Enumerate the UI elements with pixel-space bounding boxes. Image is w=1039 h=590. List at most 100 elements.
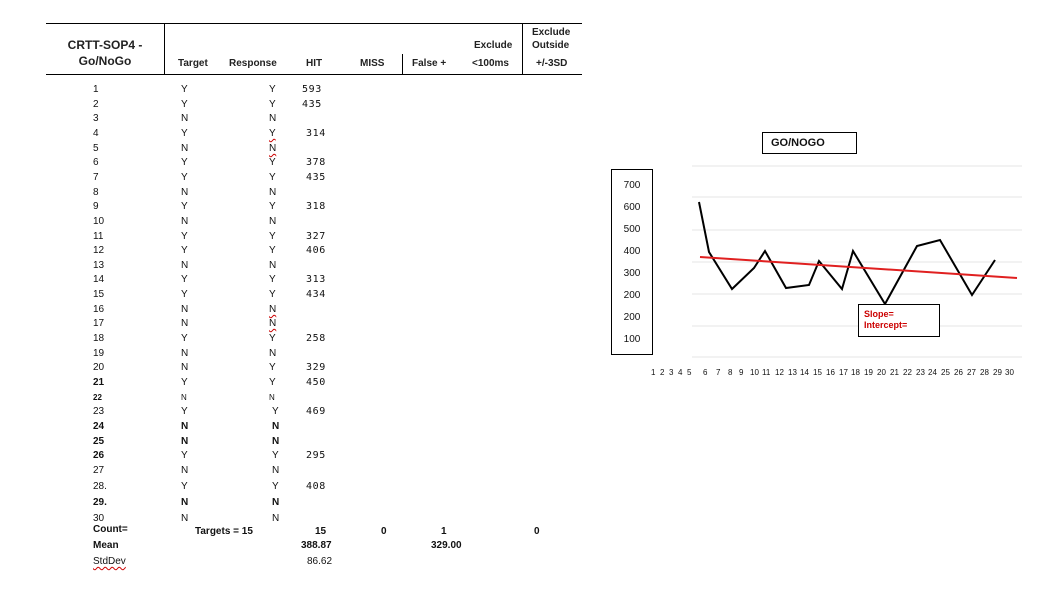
chart-title-box: GO/NOGO: [762, 132, 857, 154]
trial-hit-rt: 318: [306, 201, 326, 212]
trial-hit-rt: 258: [306, 333, 326, 344]
x-axis-tick-label: 23: [916, 368, 925, 377]
trial-target: N: [181, 304, 189, 315]
trial-response: Y: [272, 450, 279, 461]
trial-hit-rt: 329: [306, 362, 326, 373]
trial-number: 13: [93, 260, 105, 271]
col-header-exclude-sd-line3: +/-3SD: [536, 58, 568, 69]
trial-target: N: [181, 143, 189, 154]
trial-response: Y: [269, 333, 276, 344]
x-axis-tick-label: 11: [762, 368, 771, 377]
trial-response: N: [269, 318, 277, 329]
trial-response: Y: [269, 362, 276, 373]
trial-response: N: [269, 260, 277, 271]
stddev-hit: 86.62: [307, 556, 333, 567]
x-axis-tick-label: 14: [800, 368, 809, 377]
trial-target: Y: [181, 245, 188, 256]
trial-target: N: [181, 318, 189, 329]
trial-number: 4: [93, 128, 99, 139]
trial-hit-rt: 434: [306, 289, 326, 300]
targets-count: Targets = 15: [195, 526, 253, 537]
regression-info-box: Slope= Intercept=: [858, 304, 940, 337]
x-axis-tick-label: 8: [728, 368, 733, 377]
trial-number: 15: [93, 289, 105, 300]
x-axis-tick-label: 9: [739, 368, 744, 377]
trial-response: N: [269, 113, 277, 124]
trial-number: 1: [93, 84, 99, 95]
y-axis-tick-label: 300: [623, 268, 641, 279]
trial-response: Y: [269, 245, 276, 256]
trial-hit-rt: 313: [306, 274, 326, 285]
trial-hit-rt: 327: [306, 231, 326, 242]
trial-response: N: [269, 187, 277, 198]
trial-hit-rt: 435: [306, 172, 326, 183]
trial-response: Y: [269, 289, 276, 300]
y-axis-tick-label: 100: [623, 334, 641, 345]
trial-target: Y: [181, 99, 188, 110]
x-axis-tick-label: 1: [651, 368, 656, 377]
trial-target: Y: [181, 172, 188, 183]
trial-hit-rt: 314: [306, 128, 326, 139]
x-axis-tick-label: 4: [678, 368, 683, 377]
x-axis-tick-label: 15: [813, 368, 822, 377]
trial-target: Y: [181, 333, 188, 344]
x-axis-tick-label: 17: [839, 368, 848, 377]
trial-target: N: [181, 362, 189, 373]
trial-number: 11: [93, 231, 104, 242]
col-header-exclude-sd-line2: Outside: [532, 40, 570, 51]
trial-number: 23: [93, 406, 105, 417]
trial-response: Y: [272, 481, 279, 492]
col-header-exclude-fast-line1: Exclude: [474, 40, 513, 51]
y-axis-label-box: 700 600 500 400 300 200 200 100: [611, 169, 653, 355]
x-axis-tick-label: 10: [750, 368, 759, 377]
x-axis-tick-label: 7: [716, 368, 721, 377]
trial-number: 10: [93, 216, 105, 227]
count-label: Count=: [93, 524, 128, 535]
trial-hit-rt: 378: [306, 157, 326, 168]
trial-number: 19: [93, 348, 105, 359]
x-axis-tick-label: 21: [890, 368, 899, 377]
trial-target: N: [181, 260, 189, 271]
x-axis-tick-label: 22: [903, 368, 912, 377]
trial-number: 7: [93, 172, 99, 183]
trial-number: 25: [93, 436, 105, 447]
mean-label: Mean: [93, 540, 119, 551]
table-title-line2: Go/NoGo: [78, 54, 132, 68]
trial-response: N: [272, 497, 280, 508]
col-header-false-positive: False +: [412, 58, 447, 69]
header-divider: [522, 24, 523, 74]
x-axis-tick-label: 5: [687, 368, 692, 377]
trial-number: 5: [93, 143, 99, 154]
x-axis-tick-label: 29: [993, 368, 1002, 377]
trial-response: Y: [269, 157, 276, 168]
header-divider: [402, 54, 403, 74]
col-header-miss: MISS: [360, 58, 385, 69]
mean-false: 329.00: [431, 540, 462, 551]
trial-hit-rt: 408: [306, 481, 326, 492]
trial-response: N: [269, 216, 277, 227]
trial-target: N: [181, 113, 189, 124]
exclude-count: 0: [534, 526, 540, 537]
trial-target: Y: [181, 289, 188, 300]
trial-target: Y: [181, 157, 188, 168]
x-axis-tick-label: 28: [980, 368, 989, 377]
stddev-label: StdDev: [93, 556, 126, 567]
trial-number: 17: [93, 318, 105, 329]
trial-response: N: [272, 465, 280, 476]
trial-response: N: [272, 421, 280, 432]
trial-target: N: [181, 216, 189, 227]
trial-number: 16: [93, 304, 105, 315]
trial-hit-rt: 450: [306, 377, 326, 388]
y-axis-tick-label: 400: [623, 246, 641, 257]
trial-target: Y: [181, 481, 188, 492]
miss-count: 0: [381, 526, 387, 537]
y-axis-tick-label: 200: [623, 290, 641, 301]
x-axis-tick-label: 13: [788, 368, 797, 377]
table-title-line1: CRTT-SOP4 -: [67, 38, 143, 52]
x-axis-tick-label: 18: [851, 368, 860, 377]
trial-target: N: [181, 421, 189, 432]
trial-number: 29.: [93, 497, 107, 508]
trial-number: 30: [93, 513, 105, 524]
trial-target: Y: [181, 274, 188, 285]
